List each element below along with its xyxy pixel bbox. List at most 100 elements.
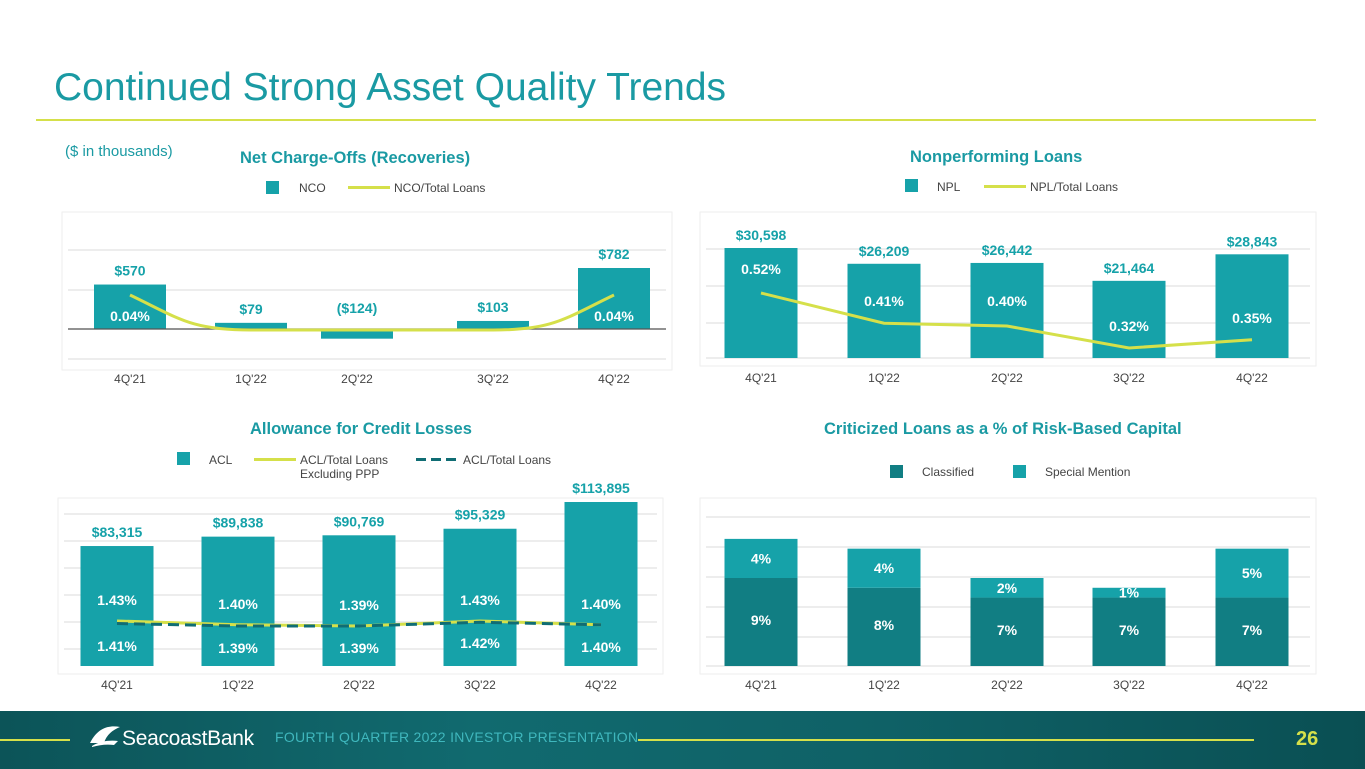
special-mention-value-label: 5% bbox=[1242, 565, 1263, 581]
npl-value-label: $26,442 bbox=[982, 242, 1033, 258]
acl-ex-ppp-label: 1.40% bbox=[581, 596, 621, 612]
acl-total-label: 1.42% bbox=[460, 635, 500, 651]
acl-ex-ppp-label: 1.39% bbox=[339, 597, 379, 613]
page-number: 26 bbox=[1296, 728, 1319, 750]
classified-bar bbox=[724, 578, 798, 666]
special-mention-bar bbox=[847, 548, 921, 588]
acl-legend-label: ACL bbox=[209, 453, 233, 467]
special-mention-value-label: 4% bbox=[751, 550, 772, 566]
nco-value-label: $782 bbox=[598, 246, 629, 262]
npl-bar bbox=[970, 262, 1044, 358]
nco-value-label: $103 bbox=[477, 299, 508, 315]
nco-ratio-label: 0.04% bbox=[594, 308, 634, 324]
tick-label-1-0: 4Q'21 bbox=[114, 372, 146, 386]
npl-value-label: $30,598 bbox=[736, 227, 787, 243]
classified-value-label: 8% bbox=[874, 617, 895, 633]
special-mention-value-label: 2% bbox=[997, 580, 1018, 596]
nco-legend-label: NCO bbox=[299, 181, 326, 195]
acl-legend-swatch bbox=[177, 452, 190, 465]
acl-total-label: 1.39% bbox=[218, 640, 258, 656]
acl-value-label: $113,895 bbox=[572, 480, 630, 496]
tick-label-2-4: 4Q'22 bbox=[1236, 371, 1268, 385]
tick-label-4-3: 3Q'22 bbox=[1113, 678, 1145, 692]
tick-label-1-2: 2Q'22 bbox=[341, 372, 373, 386]
nco-bar bbox=[578, 268, 650, 329]
tick-label-2-2: 2Q'22 bbox=[991, 371, 1023, 385]
classified-bar bbox=[1092, 597, 1166, 666]
title-divider bbox=[36, 119, 1316, 121]
acl-bar bbox=[80, 546, 154, 666]
special-mention-value-label: 1% bbox=[1119, 585, 1140, 601]
acl-ex-ppp-legend-label: ACL/Total Loans Excluding PPP bbox=[300, 453, 389, 481]
footer-tagline: FOURTH QUARTER 2022 INVESTOR PRESENTATIO… bbox=[275, 729, 639, 745]
tick-label-4-1: 1Q'22 bbox=[868, 678, 900, 692]
special-mention-legend-swatch bbox=[1013, 465, 1026, 478]
acl-ex-ppp-label: 1.43% bbox=[460, 592, 500, 608]
acl-total-legend-swatch bbox=[416, 458, 458, 461]
acl-total-label: 1.39% bbox=[339, 640, 379, 656]
special-mention-bar bbox=[724, 538, 798, 578]
classified-bar bbox=[847, 587, 921, 666]
tick-label-3-4: 4Q'22 bbox=[585, 678, 617, 692]
criticized-chart-title: Criticized Loans as a % of Risk-Based Ca… bbox=[824, 420, 1182, 438]
npl-ratio-label: 0.52% bbox=[741, 261, 781, 277]
npl-bar bbox=[847, 263, 921, 358]
special-mention-bar bbox=[1092, 587, 1166, 598]
nco-bar bbox=[215, 322, 287, 329]
footer-rule-left bbox=[0, 739, 70, 741]
tick-label-3-0: 4Q'21 bbox=[101, 678, 133, 692]
npl-ratio-label: 0.40% bbox=[987, 293, 1027, 309]
classified-bar bbox=[970, 597, 1044, 666]
acl-value-label: $90,769 bbox=[334, 513, 385, 529]
classified-value-label: 9% bbox=[751, 612, 772, 628]
acl-ex-ppp-label: 1.43% bbox=[97, 592, 137, 608]
nco-legend-swatch bbox=[266, 181, 279, 194]
tick-label-1-3: 3Q'22 bbox=[477, 372, 509, 386]
npl-ratio-label: 0.35% bbox=[1232, 310, 1272, 326]
nco-value-label: ($124) bbox=[337, 300, 377, 316]
nco-bar bbox=[321, 329, 393, 339]
nco-value-label: $570 bbox=[114, 263, 145, 279]
acl-total-legend-label: ACL/Total Loans bbox=[463, 453, 552, 467]
special-mention-value-label: 4% bbox=[874, 560, 895, 576]
acl-bar bbox=[564, 502, 638, 666]
npl-bar bbox=[724, 248, 798, 358]
classified-value-label: 7% bbox=[997, 622, 1018, 638]
acl-bar bbox=[201, 536, 275, 666]
acl-value-label: $95,329 bbox=[455, 507, 506, 523]
acl-bar bbox=[322, 535, 396, 666]
nco-value-label: $79 bbox=[239, 301, 263, 317]
tick-label-2-3: 3Q'22 bbox=[1113, 371, 1145, 385]
special-mention-legend-label: Special Mention bbox=[1045, 465, 1131, 479]
classified-bar bbox=[1215, 597, 1289, 666]
classified-legend-label: Classified bbox=[922, 465, 975, 479]
classified-legend-swatch bbox=[890, 465, 903, 478]
nco-chart-title: Net Charge-Offs (Recoveries) bbox=[240, 149, 471, 167]
tick-label-1-4: 4Q'22 bbox=[598, 372, 630, 386]
acl-ex-ppp-legend-swatch bbox=[254, 458, 296, 461]
acl-value-label: $89,838 bbox=[213, 515, 264, 531]
classified-value-label: 7% bbox=[1119, 622, 1140, 638]
acl-ex-ppp-label: 1.40% bbox=[218, 596, 258, 612]
nco-ratio-legend-label: NCO/Total Loans bbox=[394, 181, 486, 195]
special-mention-bar bbox=[970, 578, 1044, 598]
tick-label-1-1: 1Q'22 bbox=[235, 372, 267, 386]
acl-total-line bbox=[116, 620, 602, 628]
tick-label-3-2: 2Q'22 bbox=[343, 678, 375, 692]
footer-rule-right bbox=[638, 739, 1254, 741]
page-title: Continued Strong Asset Quality Trends bbox=[54, 66, 727, 109]
acl-value-label: $83,315 bbox=[92, 524, 143, 540]
tick-label-3-3: 3Q'22 bbox=[464, 678, 496, 692]
tick-label-4-0: 4Q'21 bbox=[745, 678, 777, 692]
tick-label-3-1: 1Q'22 bbox=[222, 678, 254, 692]
npl-value-label: $26,209 bbox=[859, 243, 910, 259]
acl-total-label: 1.40% bbox=[581, 639, 621, 655]
npl-ratio-legend-label: NPL/Total Loans bbox=[1030, 180, 1119, 194]
npl-ratio-label: 0.41% bbox=[864, 293, 904, 309]
acl-total-label: 1.41% bbox=[97, 638, 137, 654]
units-note: ($ in thousands) bbox=[65, 143, 173, 160]
npl-value-label: $21,464 bbox=[1104, 260, 1155, 276]
special-mention-bar bbox=[1215, 548, 1289, 598]
footer: SeacoastBank FOURTH QUARTER 2022 INVESTO… bbox=[0, 711, 1365, 769]
acl-chart-title: Allowance for Credit Losses bbox=[250, 420, 472, 438]
